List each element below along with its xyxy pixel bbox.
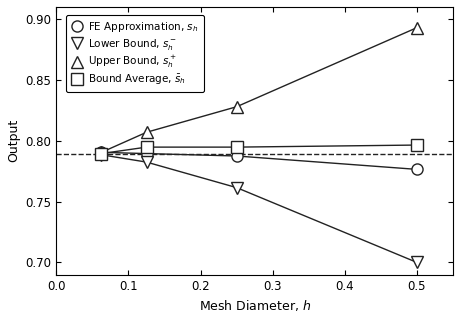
X-axis label: Mesh Diameter, $h$: Mesh Diameter, $h$ xyxy=(198,298,310,313)
Y-axis label: Output: Output xyxy=(7,119,20,163)
Legend: FE Approximation, $s_h$, Lower Bound, $s_h^-$, Upper Bound, $s_h^+$, Bound Avera: FE Approximation, $s_h$, Lower Bound, $s… xyxy=(65,15,203,92)
